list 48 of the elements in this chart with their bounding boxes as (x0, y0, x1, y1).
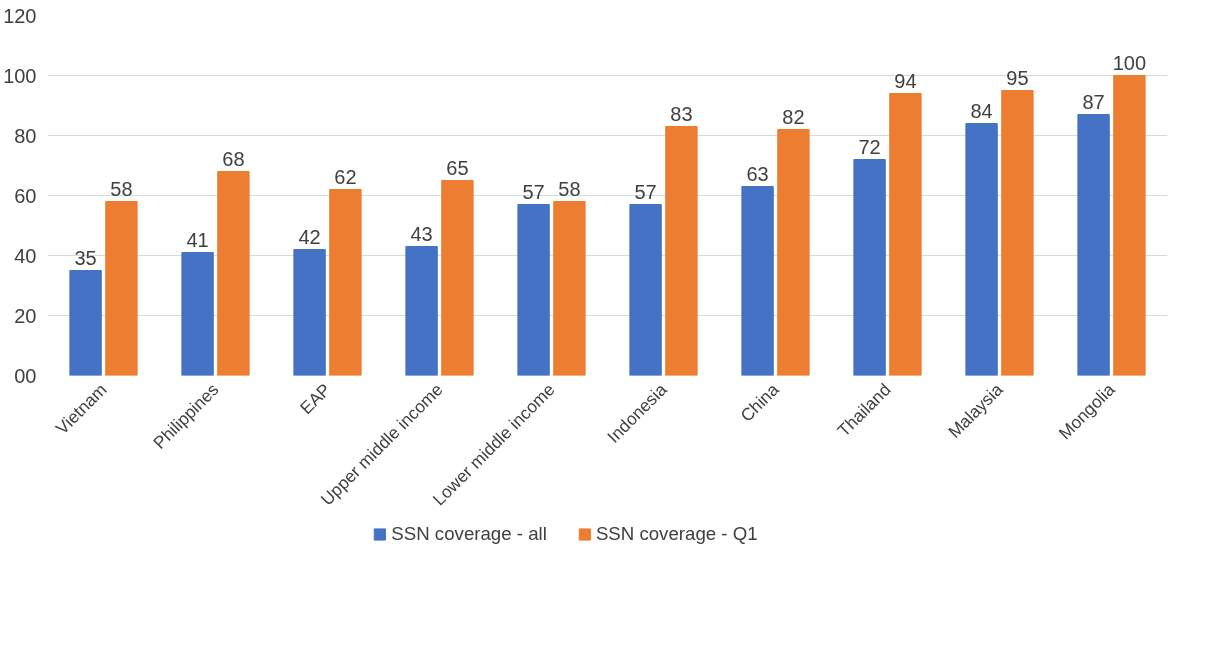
data-label: 42 (298, 225, 321, 248)
bar (629, 204, 662, 376)
data-label: 57 (634, 180, 657, 203)
bar (217, 171, 250, 376)
data-label: 68 (222, 147, 245, 170)
bar (405, 246, 438, 376)
bar (441, 180, 474, 376)
bar (553, 201, 586, 376)
data-label: 100 (1112, 51, 1147, 74)
bar (853, 159, 886, 376)
data-label: 95 (1006, 66, 1029, 89)
y-tick-label: 20 (14, 304, 37, 327)
bar (1113, 75, 1146, 376)
data-label: 58 (558, 177, 581, 200)
bar (1001, 90, 1034, 376)
bar (329, 189, 362, 376)
data-label: 57 (522, 180, 545, 203)
data-label: 65 (446, 156, 469, 179)
data-label: 87 (1082, 90, 1105, 113)
data-label: 82 (782, 105, 805, 128)
bar (517, 204, 550, 376)
y-tick-label: 100 (3, 64, 37, 87)
data-label: 84 (970, 99, 993, 122)
y-tick-label: 80 (14, 124, 37, 147)
bar (105, 201, 138, 376)
data-label: 83 (670, 102, 693, 125)
bar (69, 270, 102, 376)
y-tick-label: 40 (14, 244, 37, 267)
bar (741, 186, 774, 376)
bar (889, 93, 922, 376)
y-tick-label: 60 (14, 184, 37, 207)
data-label: 43 (410, 222, 433, 245)
data-label: 94 (894, 69, 917, 92)
legend-label: SSN coverage - all (391, 523, 547, 545)
y-tick-label: 00 (14, 364, 37, 387)
data-label: 58 (110, 177, 133, 200)
legend-label: SSN coverage - Q1 (595, 523, 758, 545)
data-label: 41 (186, 228, 209, 251)
data-label: 72 (858, 135, 881, 158)
bar (181, 252, 214, 376)
y-tick-label: 120 (3, 4, 37, 27)
bar (665, 126, 698, 376)
bar (777, 129, 810, 376)
data-label: 62 (334, 165, 357, 188)
bar (1077, 114, 1110, 376)
data-label: 63 (746, 162, 769, 185)
bar (293, 249, 326, 376)
data-label: 35 (74, 246, 97, 269)
